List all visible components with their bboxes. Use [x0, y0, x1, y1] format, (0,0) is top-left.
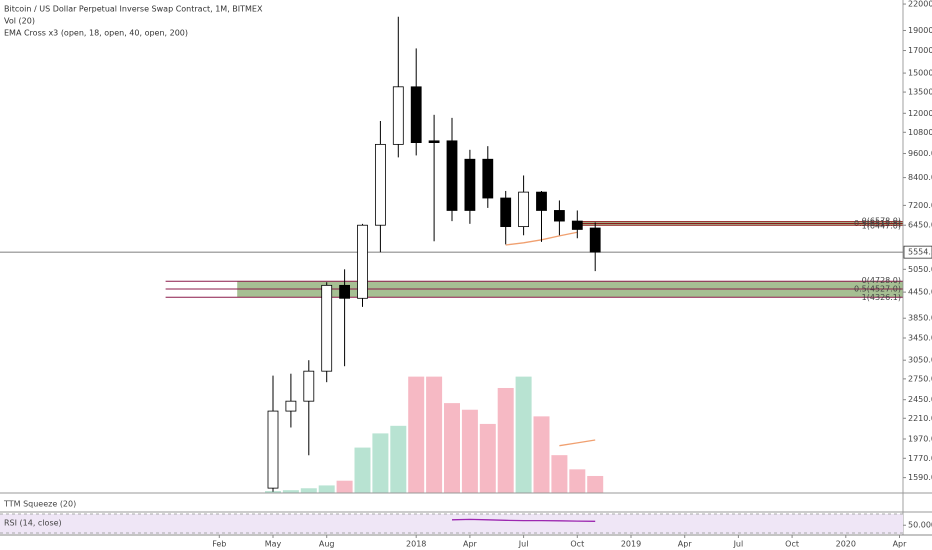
- x-tick-label: Jul: [518, 540, 529, 549]
- level-label: 1(4326.1): [862, 293, 901, 302]
- volume-bar: [300, 488, 317, 493]
- y-tick-label: 1770.0: [908, 454, 932, 463]
- y-tick-label: 22000.0: [908, 0, 932, 9]
- y-tick-label: 1970.0: [908, 434, 932, 443]
- candle-body: [500, 197, 512, 228]
- y-tick-label: 9600.0: [908, 149, 932, 158]
- volume-bar: [479, 423, 496, 493]
- candle-body: [536, 191, 547, 211]
- candle-body: [482, 158, 494, 199]
- volume-bar: [461, 409, 478, 493]
- y-tick-label: 2210.0: [908, 414, 932, 423]
- x-tick-label: May: [265, 540, 282, 549]
- rsi-tick-label: 50.0000: [908, 521, 932, 530]
- y-tick-label: 3050.0: [908, 356, 932, 365]
- volume-bar: [551, 455, 568, 493]
- last-price-box: [903, 245, 932, 259]
- y-tick-label: 12000.0: [908, 109, 932, 118]
- candle-body: [267, 410, 279, 489]
- volume-bar: [354, 447, 371, 493]
- y-tick-label: 4450.0: [908, 288, 932, 297]
- candle-body: [464, 158, 476, 211]
- y-tick-label: 10800.0: [908, 128, 932, 137]
- chart-title: Bitcoin / US Dollar Perpetual Inverse Sw…: [4, 5, 263, 14]
- volume-bar: [390, 425, 407, 493]
- candle-body: [339, 284, 351, 299]
- y-tick-label: 15000.0: [908, 69, 932, 78]
- candle-body: [285, 400, 297, 412]
- x-tick-label: Oct: [785, 540, 799, 549]
- y-tick-label: 8400.0: [908, 173, 932, 182]
- volume-bar: [569, 469, 586, 493]
- y-tick-label: 2450.0: [908, 395, 932, 404]
- price-axis: [903, 0, 932, 535]
- legend-label: Vol (20): [4, 17, 35, 26]
- volume-bar: [265, 491, 281, 493]
- x-tick-label: 2020: [836, 540, 856, 549]
- candle-body: [589, 227, 601, 253]
- x-tick-label: 2018: [406, 540, 426, 549]
- volume-bar: [497, 387, 514, 493]
- legend-label: EMA Cross x3 (open, 18, open, 40, open, …: [4, 29, 188, 38]
- volume-bar: [533, 416, 550, 493]
- last-price-label: 5554.5: [908, 248, 932, 257]
- volume-ma-line: [559, 439, 596, 447]
- x-tick-label: 2019: [621, 540, 641, 549]
- y-tick-label: 3850.0: [908, 314, 932, 323]
- volume-bar: [318, 485, 335, 493]
- level-label: 0.5(6512.5): [854, 219, 901, 228]
- y-tick-label: 19000.0: [908, 26, 932, 35]
- y-tick-label: 2750.0: [908, 374, 932, 383]
- volume-bar: [372, 433, 389, 493]
- candle-body: [410, 86, 422, 144]
- x-tick-label: Oct: [570, 540, 584, 549]
- volume-bar: [336, 480, 353, 493]
- y-tick-label: 17000.0: [908, 46, 932, 55]
- x-tick-label: Jul: [733, 540, 744, 549]
- y-tick-label: 6450.0: [908, 221, 932, 230]
- y-tick-label: 5050.0: [908, 265, 932, 274]
- y-tick-label: 13500.0: [908, 88, 932, 97]
- candle-body: [446, 140, 458, 211]
- volume-bar: [444, 403, 460, 493]
- rsi-panel: [0, 514, 903, 534]
- candle-body: [554, 210, 565, 222]
- x-tick-label: Aug: [319, 540, 335, 549]
- candle-body: [571, 220, 583, 230]
- candle-body: [303, 370, 315, 402]
- candle-body: [357, 224, 368, 299]
- rsi-label: RSI (14, close): [4, 519, 62, 528]
- candle-body: [392, 86, 404, 145]
- level-label: 1(6447.0): [862, 221, 901, 230]
- level-label: 0(4728.0): [862, 276, 901, 285]
- y-tick-label: 7200.0: [908, 201, 932, 210]
- level-label: 0.5(4527.0): [854, 285, 901, 294]
- candle-body: [374, 143, 386, 226]
- volume-bar: [282, 490, 299, 493]
- volume-bar: [426, 376, 443, 493]
- x-tick-label: Apr: [893, 540, 908, 549]
- volume-bar: [515, 376, 532, 493]
- ttm-label: TTM Squeeze (20): [3, 500, 76, 509]
- volume-bar: [408, 376, 425, 493]
- x-tick-label: Feb: [212, 540, 226, 549]
- x-tick-label: Apr: [678, 540, 693, 549]
- candle-body: [518, 191, 529, 228]
- y-tick-label: 3450.0: [908, 333, 932, 342]
- volume-bar: [587, 475, 604, 493]
- level-label: 0(6578.0): [862, 217, 901, 226]
- y-tick-label: 1590.0: [908, 473, 932, 482]
- candle-body: [321, 284, 333, 372]
- rsi-line: [451, 518, 596, 522]
- candle-body: [428, 140, 440, 144]
- x-tick-label: Apr: [463, 540, 478, 549]
